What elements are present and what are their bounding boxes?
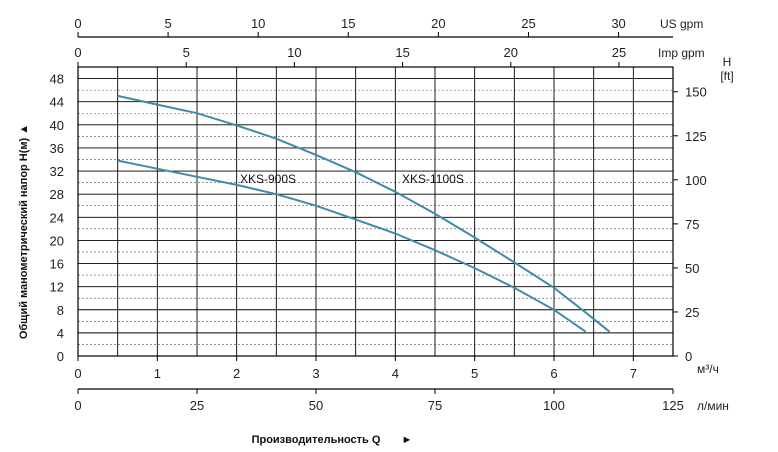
- y-axis-title: Общий манометрический напор H(м) ▲: [18, 124, 30, 339]
- y-right-unit-bracket: [ft]: [720, 69, 733, 83]
- x-tick-label-m3h: 1: [154, 366, 161, 381]
- y-tick-label-left: 20: [50, 233, 64, 248]
- y-tick-label-left: 32: [50, 164, 64, 179]
- y-right-unit-letter: H: [723, 55, 732, 69]
- curves: [117, 94, 611, 333]
- y-tick-label-left: 12: [50, 280, 64, 295]
- x-tick-label-imp-gpm: 5: [183, 45, 190, 60]
- y-tick-label-left: 40: [50, 118, 64, 133]
- y-tick-label-right: 100: [685, 173, 707, 188]
- y-tick-label-left: 8: [57, 303, 64, 318]
- labels: 048121620242832364044480255075100125150H…: [18, 16, 734, 446]
- x-tick-label-m3h: 6: [550, 366, 557, 381]
- y-tick-label-right: 50: [685, 261, 699, 276]
- x-tick-label-imp-gpm: 0: [74, 45, 81, 60]
- x-tick-label-us-gpm: 30: [611, 16, 625, 31]
- x-tick-label-imp-gpm: 10: [287, 45, 301, 60]
- plot-frame: [77, 66, 674, 357]
- y-tick-label-left: 24: [50, 210, 64, 225]
- x-tick-label-m3h: 4: [392, 366, 399, 381]
- y-tick-label-right: 75: [685, 217, 699, 232]
- y-tick-label-right: 0: [685, 349, 692, 364]
- x-tick-label-m3h: 5: [471, 366, 478, 381]
- x-tick-label-us-gpm: 10: [251, 16, 265, 31]
- x-tick-label-lmin: 25: [190, 398, 204, 413]
- series-label-xks-900s: XKS-900S: [240, 172, 296, 186]
- y-tick-label-left: 36: [50, 141, 64, 156]
- x-unit-us-gpm: US gpm: [660, 17, 703, 31]
- x-unit-imp-gpm: Imp gpm: [658, 46, 705, 60]
- grid: [78, 67, 673, 357]
- x-tick-label-lmin: 75: [428, 398, 442, 413]
- x-tick-label-imp-gpm: 25: [612, 45, 626, 60]
- series-label-xks-1100s: XKS-1100S: [402, 172, 464, 186]
- y-tick-label-left: 0: [57, 349, 64, 364]
- y-tick-label-right: 25: [685, 305, 699, 320]
- y-tick-label-right: 125: [685, 129, 707, 144]
- x-unit-m3h: м³/ч: [697, 362, 719, 376]
- x-tick-label-lmin: 50: [309, 398, 323, 413]
- x-tick-label-imp-gpm: 15: [395, 45, 409, 60]
- x-tick-label-us-gpm: 20: [431, 16, 445, 31]
- x-unit-lmin: л/мин: [697, 399, 729, 413]
- x-tick-label-us-gpm: 15: [341, 16, 355, 31]
- x-tick-label-m3h: 7: [630, 366, 637, 381]
- x-axis-title: Производительность Q: [252, 434, 381, 446]
- x-tick-label-us-gpm: 25: [521, 16, 535, 31]
- axes: [77, 32, 678, 394]
- y-tick-label-right: 150: [685, 85, 707, 100]
- x-tick-label-m3h: 3: [312, 366, 319, 381]
- series-line-xks-900s: [117, 159, 587, 333]
- x-tick-label-imp-gpm: 20: [504, 45, 518, 60]
- y-tick-label-left: 16: [50, 257, 64, 272]
- y-tick-label-left: 4: [57, 326, 64, 341]
- series-line-xks-1100s: [117, 94, 611, 333]
- y-tick-label-left: 28: [50, 187, 64, 202]
- x-tick-label-m3h: 2: [233, 366, 240, 381]
- x-tick-label-us-gpm: 0: [74, 16, 81, 31]
- x-tick-label-us-gpm: 5: [164, 16, 171, 31]
- x-tick-label-m3h: 0: [74, 366, 81, 381]
- y-tick-label-left: 48: [50, 72, 64, 87]
- y-tick-label-left: 44: [50, 95, 64, 110]
- x-axis-arrow: ►: [402, 434, 413, 446]
- x-tick-label-lmin: 0: [74, 398, 81, 413]
- x-tick-label-lmin: 100: [543, 398, 565, 413]
- x-tick-label-lmin: 125: [662, 398, 684, 413]
